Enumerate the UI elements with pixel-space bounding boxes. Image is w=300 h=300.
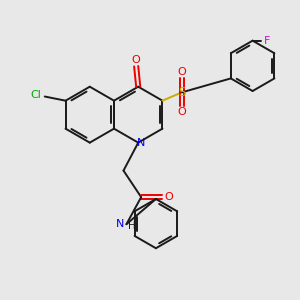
Text: F: F — [263, 36, 270, 46]
Text: O: O — [131, 55, 140, 65]
Text: S: S — [178, 86, 186, 99]
Text: O: O — [164, 192, 173, 202]
Text: O: O — [178, 67, 186, 77]
Text: N: N — [116, 219, 124, 229]
Text: Cl: Cl — [30, 90, 41, 100]
Text: N: N — [137, 138, 146, 148]
Text: O: O — [178, 107, 186, 117]
Text: H: H — [128, 221, 136, 231]
